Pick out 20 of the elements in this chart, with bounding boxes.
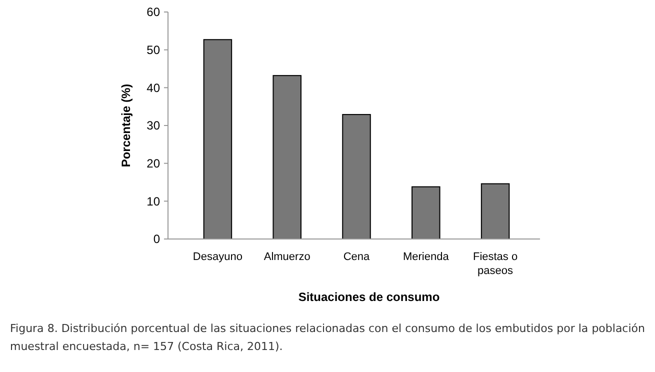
y-tick-label: 20 [146,156,160,171]
x-axis-title: Situaciones de consumo [298,290,440,304]
y-tick-label: 0 [153,232,160,246]
x-tick-label: Fiestas o paseos [472,251,518,277]
bar [272,75,302,240]
x-tick-label: Desayuno [192,251,242,263]
bar [203,39,232,240]
x-tick-label: Cena [343,251,371,263]
y-tick-label: 50 [146,43,160,58]
bar [480,183,510,240]
y-tick-label: 10 [146,194,160,208]
x-tick-label: Merienda [402,251,450,263]
y-tick-label: 60 [146,5,160,20]
text: Figura 8. Distribución porcentual de las situaciones relacionadas con el consumo de los embutidos por la población muestral encuestada, n= 157 (Costa Rica, 2011). [9,321,646,355]
bar [342,114,371,240]
y-axis-title: Porcentaje (%) [119,84,133,168]
y-tick-label: 40 [146,80,160,95]
bar [412,186,440,240]
y-tick-label: 30 [146,118,160,133]
x-tick-label: Almuerzo [264,251,310,263]
